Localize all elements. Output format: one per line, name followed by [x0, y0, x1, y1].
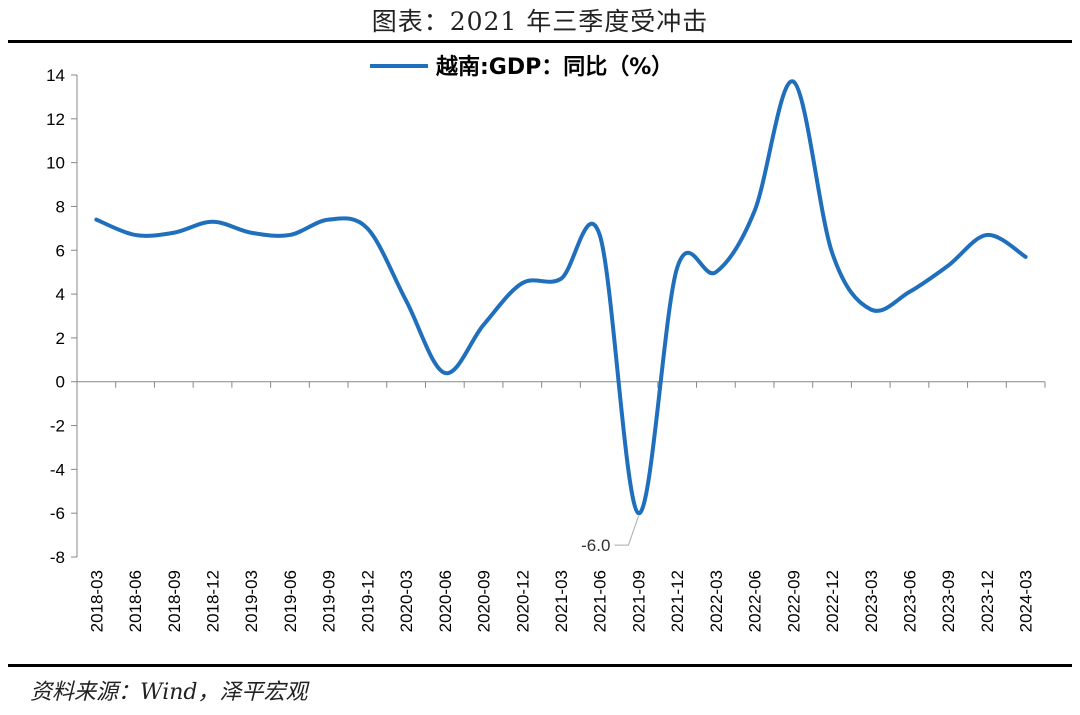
x-tick-label: 2021-03: [552, 570, 571, 632]
x-tick-label: 2020-03: [397, 570, 416, 632]
x-tick-label: 2018-03: [87, 570, 106, 632]
y-tick-label: 8: [56, 197, 65, 216]
x-tick-label: 2019-06: [281, 570, 300, 632]
y-tick-label: 2: [56, 329, 65, 348]
x-tick-label: 2020-06: [436, 570, 455, 632]
y-tick-label: -8: [50, 548, 65, 567]
annotations: -6.0: [581, 516, 639, 555]
x-tick-label: 2021-09: [629, 570, 648, 632]
x-tick-label: 2024-03: [1017, 570, 1036, 632]
series-group: [94, 79, 1028, 516]
x-tick-label: 2023-06: [900, 570, 919, 632]
x-tick-label: 2021-06: [591, 570, 610, 632]
x-tick-label: 2018-06: [126, 570, 145, 632]
y-tick-label: -4: [50, 460, 65, 479]
y-tick-label: -6: [50, 504, 65, 523]
ticks: 14 12 10 8 6 4 2 0 -2 -4 -6 -8 2018-03 2018-06 2018-09…: [46, 66, 1046, 632]
y-tick-label: 14: [46, 66, 65, 85]
bottom-rule: [8, 664, 1072, 667]
chart-title-row: 图表：2021 年三季度受冲击: [0, 0, 1080, 40]
x-tick-label: 2022-06: [746, 570, 765, 632]
axes: [76, 75, 1045, 557]
x-tick-label: 2020-12: [513, 570, 532, 632]
top-rule: [8, 40, 1072, 43]
y-tick-label: 4: [56, 285, 65, 304]
x-tick-label: 2023-12: [978, 570, 997, 632]
x-tick-label: 2019-12: [358, 570, 377, 632]
x-tick-label: 2020-09: [475, 570, 494, 632]
x-tick-label: 2023-03: [862, 570, 881, 632]
x-tick-label: 2022-03: [707, 570, 726, 632]
legend-label: 越南:GDP：同比（%）: [435, 55, 673, 80]
x-tick-label: 2018-09: [165, 570, 184, 632]
chart-title: 图表：2021 年三季度受冲击: [371, 7, 709, 36]
series-line: [94, 79, 1028, 516]
y-tick-label: 12: [46, 110, 65, 129]
y-tick-label: 10: [46, 154, 65, 173]
x-tick-label: 2022-09: [784, 570, 803, 632]
x-tick-label: 2023-09: [939, 570, 958, 632]
x-tick-label: 2021-12: [668, 570, 687, 632]
legend: 越南:GDP：同比（%）: [370, 55, 673, 80]
x-tick-label: 2019-09: [320, 570, 339, 632]
y-tick-label: 6: [56, 241, 65, 260]
annotation-leader: [614, 516, 639, 546]
annotation-label: -6.0: [581, 536, 610, 555]
y-tick-label: -2: [50, 417, 65, 436]
source-note: 资料来源：Wind，泽平宏观: [30, 680, 308, 705]
y-tick-label: 0: [56, 373, 65, 392]
x-tick-label: 2022-12: [823, 570, 842, 632]
x-tick-label: 2019-03: [242, 570, 261, 632]
x-tick-label: 2018-12: [204, 570, 223, 632]
